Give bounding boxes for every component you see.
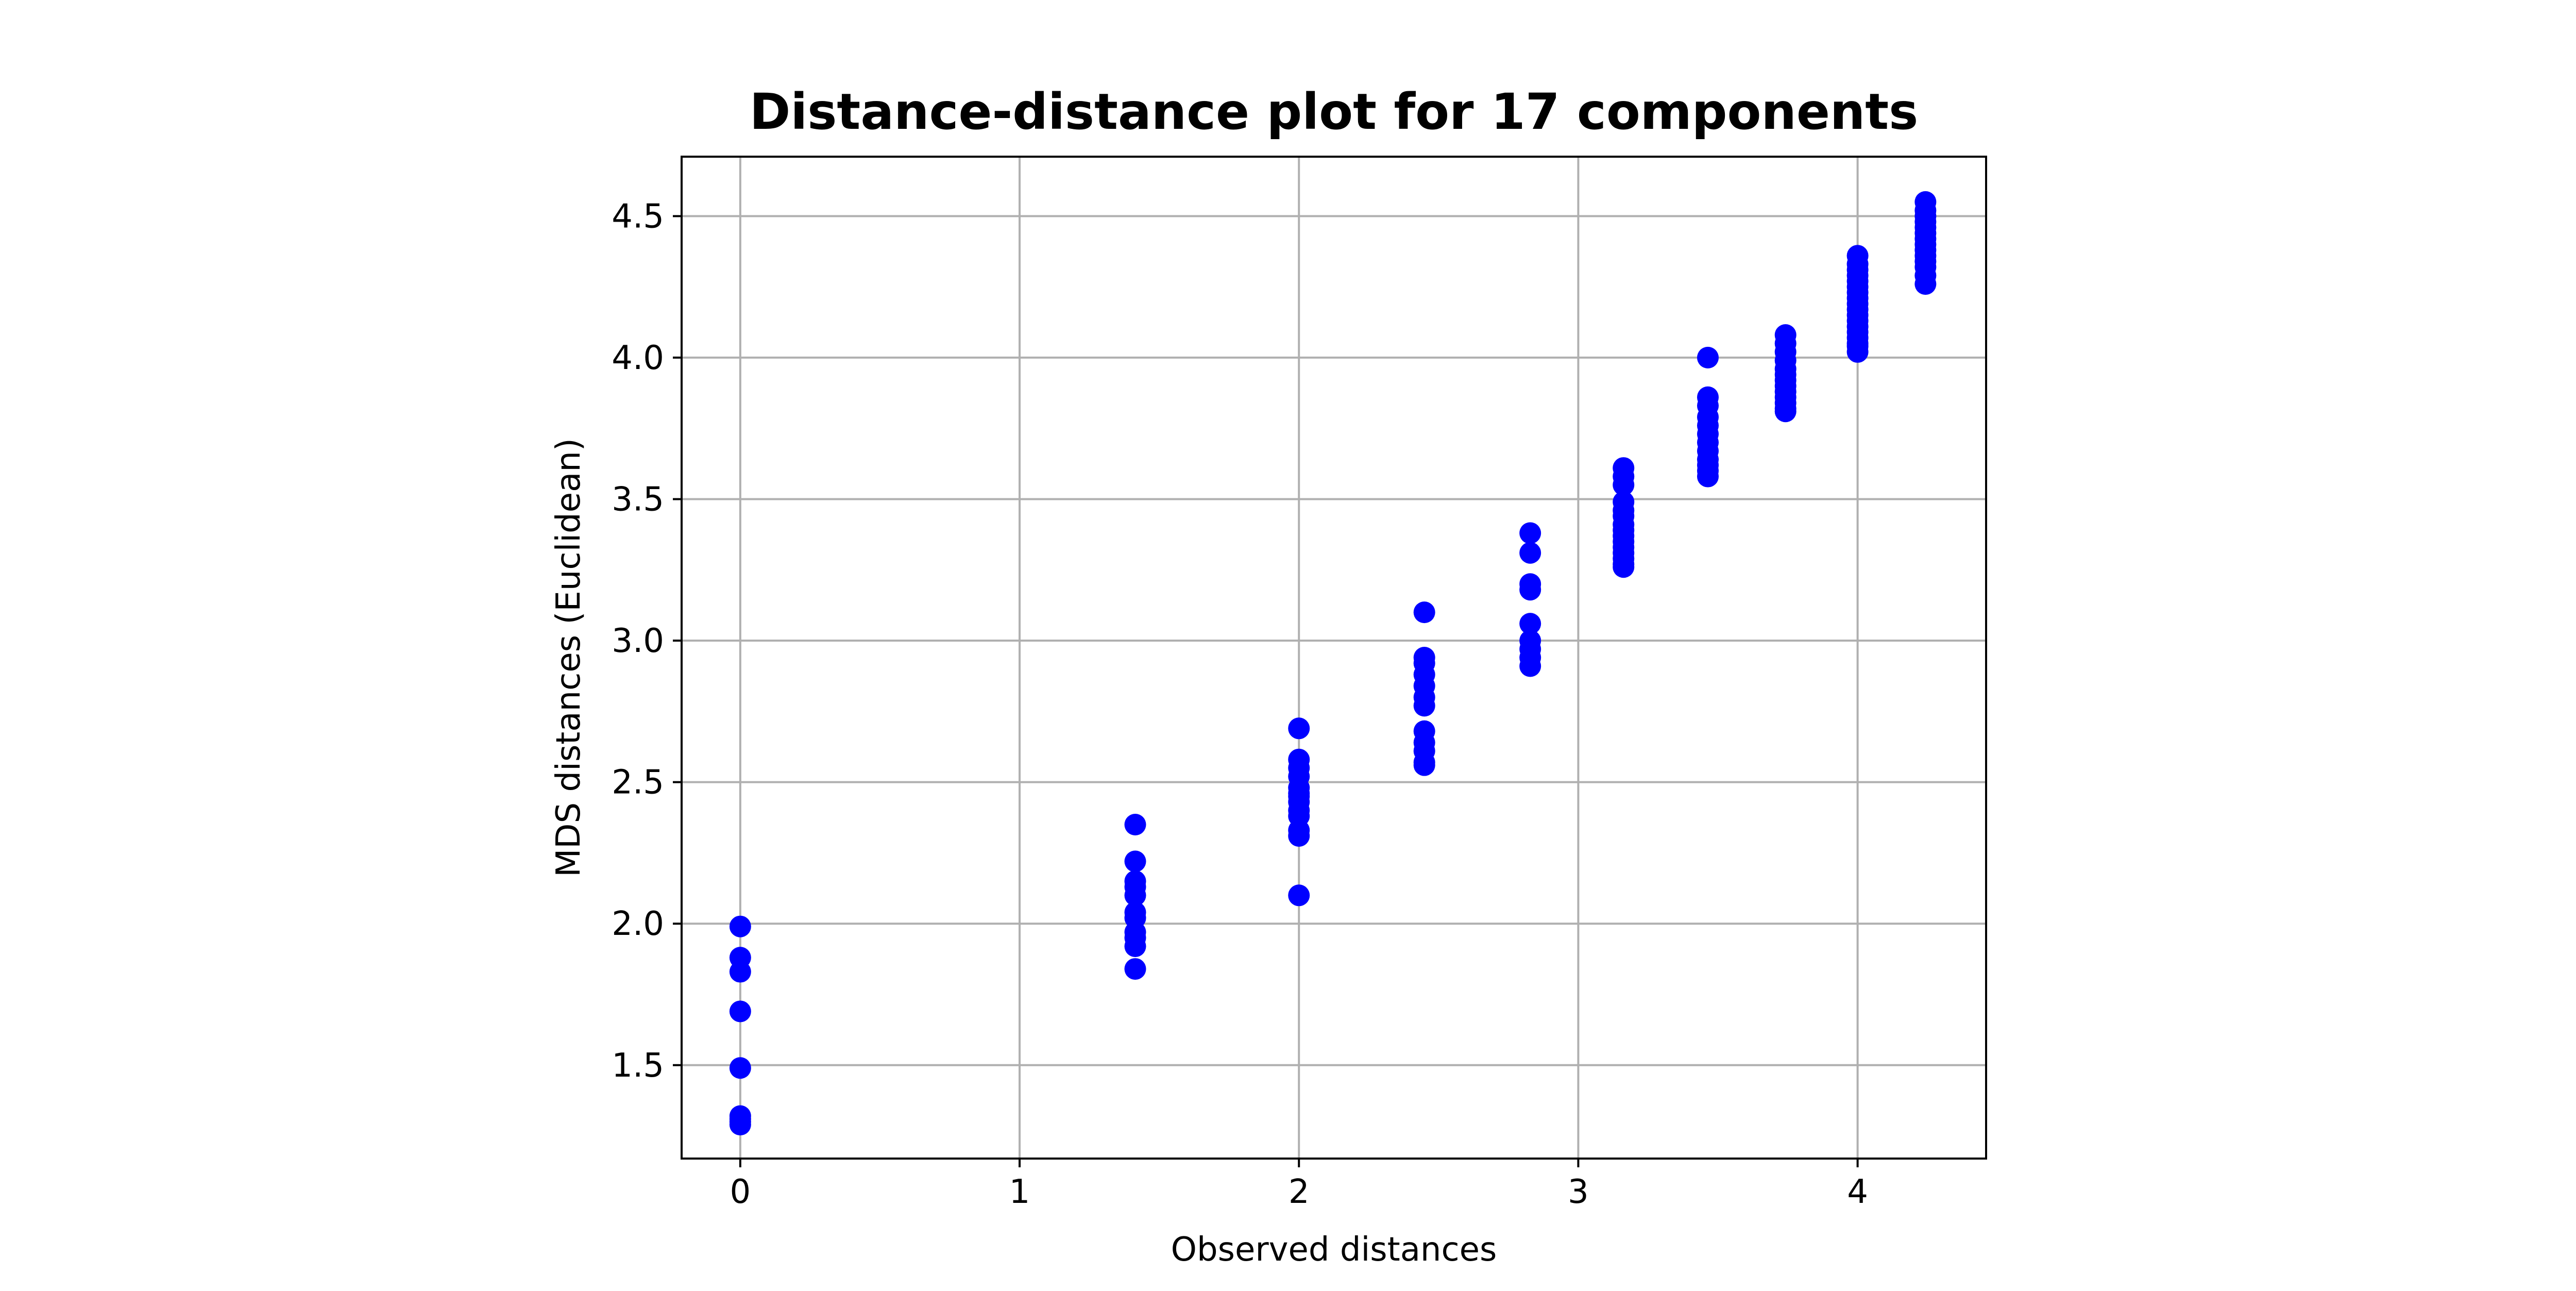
x-axis-label: Observed distances: [1171, 1231, 1497, 1269]
y-tick-label: 2.0: [612, 905, 664, 943]
data-point: [729, 1108, 751, 1130]
data-point: [1774, 400, 1797, 423]
data-point: [1519, 542, 1541, 564]
data-point: [1124, 814, 1146, 835]
data-point: [1519, 613, 1541, 635]
x-tick-label: 3: [1568, 1173, 1589, 1211]
plot-background: [682, 157, 1986, 1159]
y-axis-ticks: 1.5 2.0 2.5 3.0 3.5 4.0 4.5: [612, 197, 682, 1085]
y-tick-label: 2.5: [612, 764, 664, 802]
y-tick-label: 4.0: [612, 339, 664, 377]
data-point: [1413, 695, 1435, 717]
x-tick-label: 1: [1009, 1173, 1030, 1211]
y-tick-label: 3.5: [612, 480, 664, 518]
data-point: [1846, 341, 1869, 363]
data-point: [1613, 474, 1635, 496]
data-point: [1519, 522, 1541, 544]
data-point: [1613, 556, 1635, 578]
data-point: [1413, 754, 1435, 776]
data-point: [1288, 884, 1310, 907]
x-axis-ticks: 0 1 2 3 4: [730, 1159, 1868, 1211]
data-point: [729, 915, 751, 937]
data-point: [729, 1000, 751, 1022]
data-point: [729, 961, 751, 983]
chart-title: Distance-distance plot for 17 components: [750, 83, 1919, 141]
data-point: [1519, 655, 1541, 677]
grid-lines: [682, 157, 1986, 1159]
data-point: [1288, 717, 1310, 740]
data-point: [1697, 346, 1719, 368]
data-point: [1124, 958, 1146, 980]
data-point: [1124, 935, 1146, 958]
y-tick-label: 1.5: [612, 1047, 664, 1085]
plot-frame: [681, 156, 1987, 1160]
y-tick-label: 3.0: [612, 622, 664, 660]
data-point: [729, 1057, 751, 1079]
data-point: [1519, 579, 1541, 601]
x-tick-label: 4: [1847, 1173, 1868, 1211]
data-point: [1914, 273, 1937, 295]
y-tick-label: 4.5: [612, 197, 664, 236]
data-point: [1124, 884, 1146, 907]
x-tick-label: 0: [730, 1173, 751, 1211]
y-axis-label: MDS distances (Euclidean): [550, 438, 588, 877]
data-point: [1124, 850, 1146, 873]
data-points: [729, 191, 1937, 1136]
x-tick-label: 2: [1289, 1173, 1310, 1211]
data-point: [1413, 601, 1435, 624]
data-point: [1288, 825, 1310, 847]
data-point: [1697, 465, 1719, 488]
